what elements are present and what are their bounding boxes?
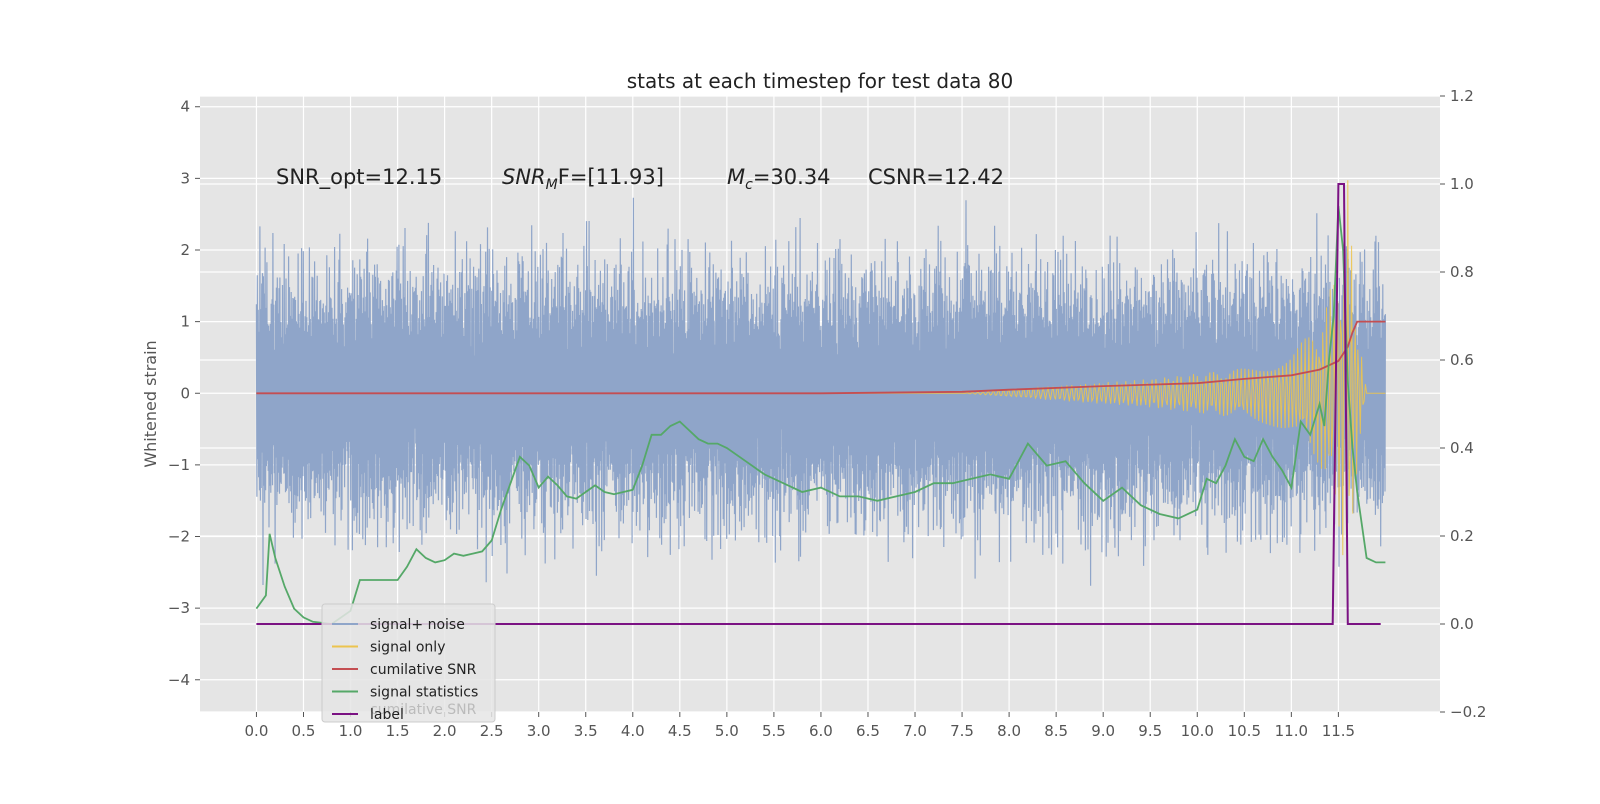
x-tick-label: 6.0 (809, 722, 833, 740)
annotation-mc: Mc=30.34 (727, 165, 831, 193)
annotation-mc-sub: c (745, 177, 753, 193)
x-tick-label: 7.0 (903, 722, 927, 740)
series-layer (255, 180, 1386, 625)
y-tick-label: −3 (168, 599, 190, 617)
series-cumilative-snr (256, 320, 1386, 395)
x-tick-label: 4.5 (668, 722, 692, 740)
y2-tick-label: 0.2 (1450, 527, 1474, 545)
x-tick-label: 0.5 (292, 722, 316, 740)
series-signal-noise (255, 197, 1386, 586)
x-tick-label: 5.5 (762, 722, 786, 740)
y-tick-label: 1 (180, 313, 190, 331)
x-tick-label: 7.5 (950, 722, 974, 740)
x-tick-label: 11.0 (1275, 722, 1308, 740)
y-tick-label: 0 (180, 384, 190, 402)
x-tick-label: 2.0 (433, 722, 457, 740)
x-tick-label: 10.5 (1228, 722, 1261, 740)
y-tick-label: 4 (180, 98, 190, 116)
y-tick-label: −1 (168, 456, 190, 474)
x-tick-label: 1.5 (386, 722, 410, 740)
annotation-snr-mf: SNRMF=[11.93] (502, 165, 664, 193)
y-axis-label: Whitened strain (141, 340, 160, 467)
x-tick-label: 8.0 (997, 722, 1021, 740)
annotation-mc-tail: =30.34 (753, 165, 831, 189)
x-tick-label: 9.0 (1091, 722, 1115, 740)
legend-label: signal statistics (370, 685, 478, 701)
annotation-snr-mf-tail: F=[11.93] (558, 165, 664, 189)
legend-ghost-text: cumilative SNR (370, 702, 477, 718)
x-tick-label: 9.5 (1138, 722, 1162, 740)
x-tick-label: 3.5 (574, 722, 598, 740)
y-tick-label: −2 (168, 528, 190, 546)
y2-tick-label: 1.0 (1450, 175, 1474, 193)
x-tick-label: 1.0 (339, 722, 363, 740)
x-tick-label: 0.0 (245, 722, 269, 740)
y2-tick-label: 1.2 (1450, 87, 1474, 105)
x-tick-label: 6.5 (856, 722, 880, 740)
series-signal-statistics (255, 205, 1386, 625)
x-tick-label: 10.0 (1181, 722, 1214, 740)
axes: 0.0 0.5 1.0 1.5 2.0 2.5 3.0 3.5 4.0 4.5 5.0 5.5 6.0 6… (168, 87, 1487, 740)
x-tick-label: 5.0 (715, 722, 739, 740)
legend: cumilative SNR signal+ noise signal only c… (321, 603, 496, 723)
x-tick-label: 8.5 (1044, 722, 1068, 740)
legend-label: signal+ noise (370, 617, 465, 633)
y2-tick-label: 0.6 (1450, 351, 1474, 369)
y2-tick-label: 0.8 (1450, 263, 1474, 281)
annotations: SNR_opt=12.15 SNRMF=[11.93] Mc=30.34 CSN… (276, 165, 1004, 193)
y-tick-label: −4 (168, 671, 190, 689)
annotation-snr-opt: SNR_opt=12.15 (276, 165, 442, 190)
x-tick-label: 3.0 (527, 722, 551, 740)
annotation-mc-main: M (727, 165, 745, 189)
y2-tick-label: 0.4 (1450, 439, 1474, 457)
y-tick-label: 3 (180, 169, 190, 187)
annotation-csnr: CSNR=12.42 (868, 165, 1004, 189)
annotation-snr-mf-main: SNR (502, 165, 546, 189)
series-label (256, 183, 1381, 625)
legend-label: signal only (370, 640, 445, 656)
y2-tick-label: 0.0 (1450, 615, 1474, 633)
chart-title: stats at each timestep for test data 80 (627, 69, 1013, 93)
x-tick-label: 2.5 (480, 722, 504, 740)
y2-tick-label: −0.2 (1450, 703, 1486, 721)
x-tick-label: 4.0 (621, 722, 645, 740)
y-tick-label: 2 (180, 241, 190, 259)
legend-box (321, 603, 496, 723)
x-tick-label: 11.5 (1322, 722, 1355, 740)
annotation-snr-mf-sub: M (546, 177, 558, 193)
legend-label: cumilative SNR (370, 662, 477, 678)
legend-label: label (370, 707, 404, 723)
